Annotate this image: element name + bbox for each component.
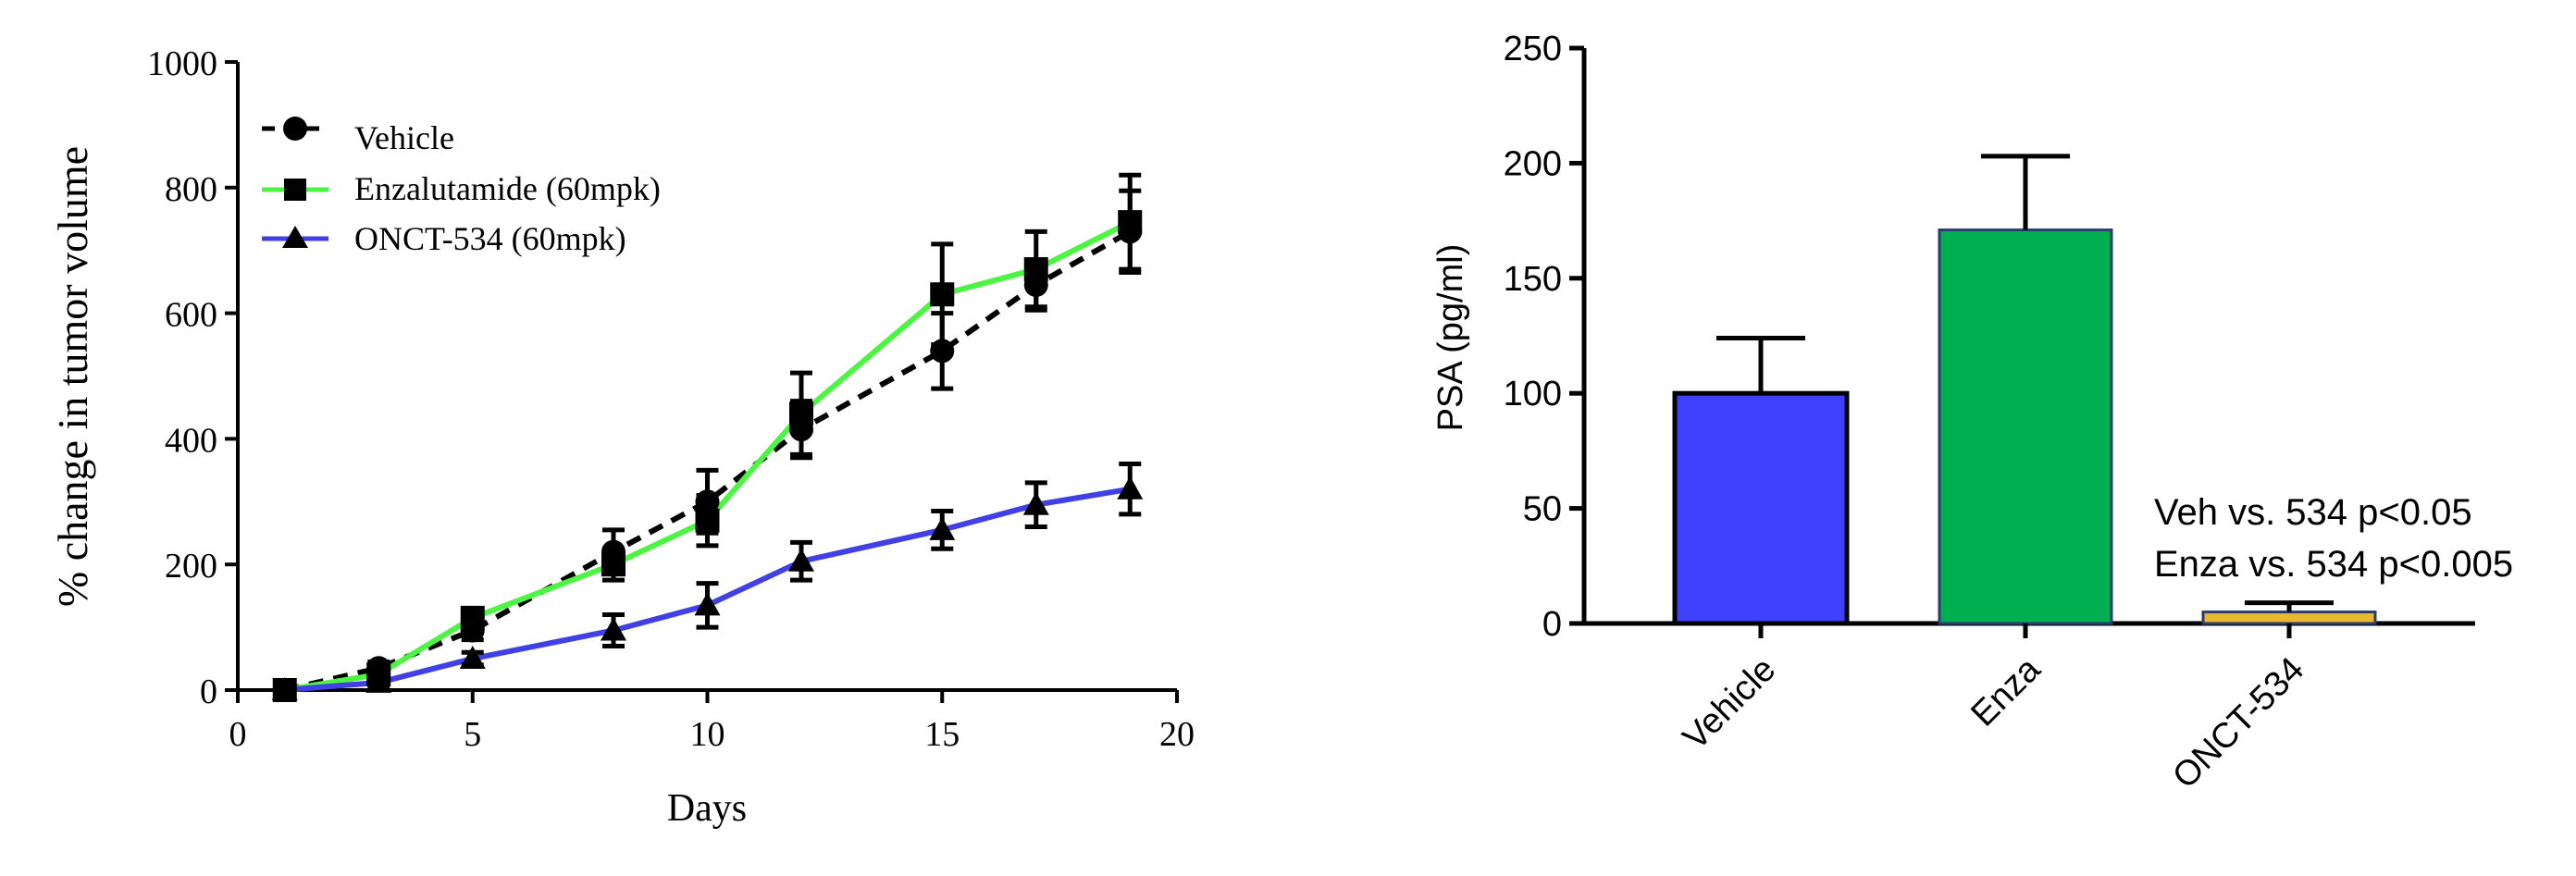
bar-y-tick-label: 250	[1504, 30, 1562, 68]
data-point	[694, 592, 721, 616]
data-point	[459, 646, 486, 670]
bar	[1938, 228, 2113, 625]
bar	[1672, 390, 1850, 626]
data-point	[601, 617, 626, 641]
data-point	[1118, 210, 1143, 235]
legend-marker-vehicle	[283, 117, 307, 141]
line-x-ticks: 0 5 10 15 20	[229, 690, 1195, 754]
data-point	[695, 508, 720, 533]
bar-y-ticks: 0 50 100 150 200 250	[1504, 30, 1584, 644]
legend-label-onct534: ONCT-534 (60mpk)	[354, 220, 626, 257]
legend-marker-onct534	[282, 226, 308, 248]
bar-y-axis-label: PSA (pg/ml)	[1431, 244, 1470, 432]
line-x-tick-label: 10	[690, 715, 725, 754]
line-y-tick-label: 0	[200, 672, 217, 711]
data-point	[788, 548, 814, 572]
bar-category-label: Enza	[1963, 649, 2049, 734]
data-point	[365, 669, 392, 693]
line-legend: Vehicle Enzalutamide (60mpk) ONCT-534 (6…	[262, 117, 661, 257]
bar-category-labels: Vehicle Enza ONCT-534	[1676, 623, 2311, 796]
data-point	[460, 605, 485, 630]
bar-y-tick-label: 200	[1504, 144, 1562, 183]
line-series-group	[271, 172, 1144, 702]
bar-bars-group	[1672, 154, 2377, 626]
data-point	[601, 552, 625, 577]
series-points-onct534	[271, 462, 1144, 700]
line-y-tick-label: 200	[165, 547, 217, 586]
legend-label-enzalutamide: Enzalutamide (60mpk)	[354, 170, 661, 207]
bar-annotation-2: Enza vs. 534 p<0.005	[2154, 544, 2513, 585]
legend-label-vehicle: Vehicle	[354, 119, 454, 156]
line-y-tick-label: 400	[165, 421, 217, 460]
legend-item-onct534: ONCT-534 (60mpk)	[262, 220, 626, 257]
bar-annotation-1: Veh vs. 534 p<0.05	[2154, 492, 2472, 533]
legend-marker-enzalutamide	[284, 179, 306, 201]
bar-category-label: Vehicle	[1676, 650, 1783, 758]
line-x-axis-label: Days	[667, 787, 747, 830]
legend-item-enzalutamide: Enzalutamide (60mpk)	[262, 170, 661, 207]
bar-group-vehicle	[1672, 335, 1850, 626]
bar-category-label: ONCT-534	[2165, 650, 2311, 796]
line-y-axis-label: % change in tumor volume	[49, 146, 96, 607]
line-chart: 0 200 400 600 800 1000 0 5 10 15 20 % change in t…	[49, 44, 1195, 830]
legend-item-vehicle: Vehicle	[262, 117, 454, 156]
line-y-tick-label: 800	[165, 170, 217, 209]
data-point	[1117, 475, 1144, 500]
bar-group-enza	[1938, 154, 2113, 625]
bar-y-tick-label: 50	[1523, 490, 1562, 529]
line-y-ticks: 0 200 400 600 800 1000	[147, 44, 238, 711]
line-x-tick-label: 15	[924, 715, 960, 754]
line-x-tick-label: 20	[1159, 715, 1195, 754]
data-point	[930, 282, 955, 307]
data-point	[929, 516, 956, 540]
bar-chart: 0 50 100 150 200 250 PSA (pg/ml) Vehicle Enza O…	[1431, 30, 2513, 796]
bar-y-tick-label: 100	[1504, 375, 1562, 413]
line-y-tick-label: 1000	[147, 44, 217, 83]
data-point	[789, 401, 813, 426]
line-x-tick-label: 0	[229, 715, 247, 754]
data-point	[1022, 491, 1049, 515]
line-x-tick-label: 5	[464, 715, 481, 754]
bar-group-onct-534	[2201, 600, 2377, 625]
data-point	[1023, 257, 1048, 282]
line-y-tick-label: 600	[165, 296, 217, 335]
bar-y-tick-label: 150	[1504, 260, 1562, 299]
bar-y-tick-label: 0	[1542, 605, 1562, 644]
bar	[2201, 611, 2377, 625]
data-point	[271, 677, 298, 700]
